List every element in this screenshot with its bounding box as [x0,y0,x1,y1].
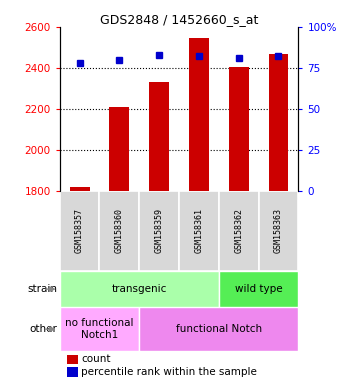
Bar [67,355,78,364]
Bar [179,191,219,271]
Bar [149,82,169,191]
Bar [60,271,219,307]
Title: GDS2848 / 1452660_s_at: GDS2848 / 1452660_s_at [100,13,258,26]
Bar [219,271,298,307]
Bar [67,367,78,377]
Text: GSM158362: GSM158362 [234,209,243,253]
Text: strain: strain [27,284,57,294]
Text: GSM158357: GSM158357 [75,209,84,253]
Text: count: count [81,354,111,364]
Text: GSM158363: GSM158363 [274,209,283,253]
Bar [100,191,139,271]
Text: GSM158359: GSM158359 [154,209,164,253]
Bar [60,307,139,351]
Bar [189,38,209,191]
Bar [229,67,249,191]
Bar [219,191,258,271]
Bar [139,307,298,351]
Text: GSM158361: GSM158361 [194,209,204,253]
Text: transgenic: transgenic [112,284,167,294]
Text: wild type: wild type [235,284,282,294]
Text: other: other [29,324,57,334]
Text: no functional
Notch1: no functional Notch1 [65,318,134,340]
Bar [60,191,100,271]
Text: percentile rank within the sample: percentile rank within the sample [81,367,257,377]
Text: GSM158360: GSM158360 [115,209,124,253]
Bar [269,53,288,191]
Text: functional Notch: functional Notch [176,324,262,334]
Bar [258,191,298,271]
Bar [139,191,179,271]
Bar [70,187,89,191]
Bar [109,107,129,191]
